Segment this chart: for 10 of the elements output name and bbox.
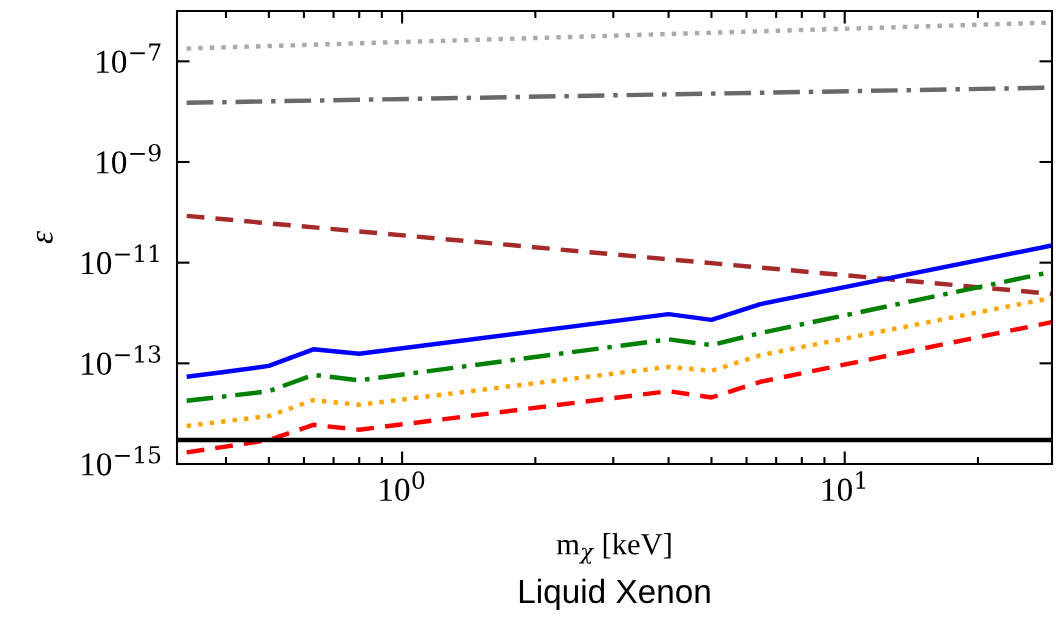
x-tick-label: 10$^{1}$ <box>822 471 866 502</box>
x-tick-label: 10$^{0}$ <box>380 471 425 502</box>
y-tick-label: 10$^{−7}$ <box>97 43 161 74</box>
y-axis-title: ε <box>36 230 53 244</box>
y-tick-label: 10$^{−13}$ <box>82 345 161 375</box>
x-axis-title: m$_{χ}$ [keV] <box>556 533 671 564</box>
y-tick-label: 10$^{−9}$ <box>97 143 161 174</box>
y-tick-label: 10$^{−15}$ <box>82 445 161 476</box>
text: Liquid Xenon <box>519 578 710 610</box>
y-tick-label: 10$^{−11}$ <box>82 244 159 275</box>
